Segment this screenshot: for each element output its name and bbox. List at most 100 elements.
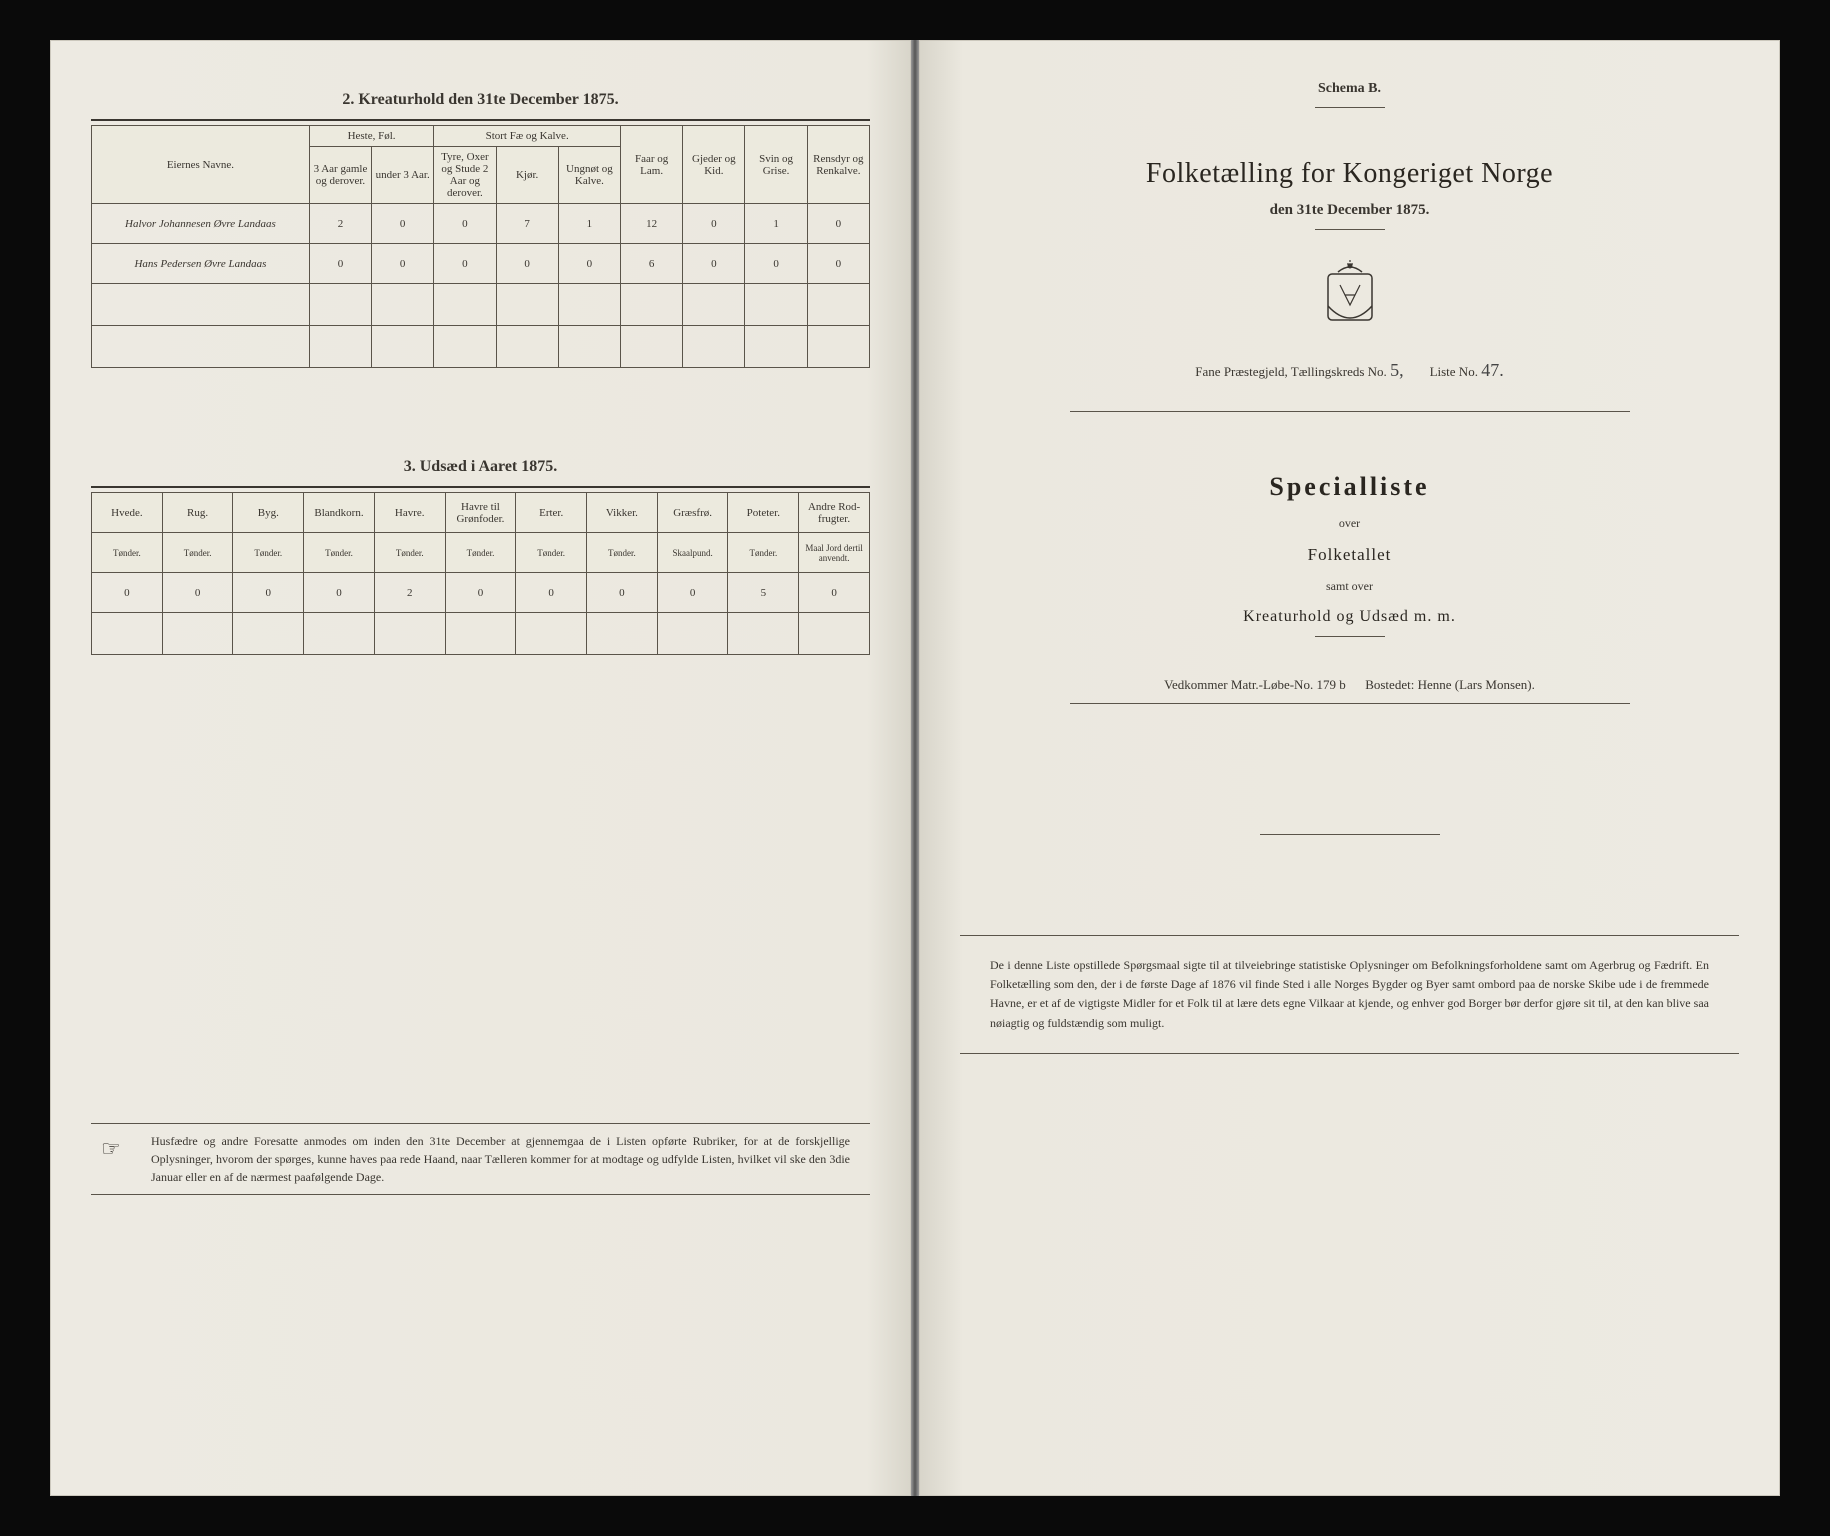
section2-title: 2. Kreaturhold den 31te December 1875. [91,91,870,109]
kreaturhold-table: Eiernes Navne. Heste, Føl. Stort Fæ og K… [91,125,870,368]
th-sub: Tønder. [516,533,587,573]
rule [1315,107,1385,108]
crest-svg [1320,260,1380,330]
schema-label: Schema B. [960,81,1739,97]
cell: 0 [683,204,745,244]
pointing-hand-icon: ☞ [101,1132,121,1165]
bost-label: Bostedet: [1365,677,1414,692]
cell: 0 [233,573,304,613]
book-spine [911,40,919,1496]
cell: 0 [434,204,496,244]
kreaturhold-label: Kreaturhold og Udsæd m. m. [960,608,1739,626]
cell: 0 [434,244,496,284]
th-sub: Tønder. [374,533,445,573]
owner-name: Halvor Johannesen Øvre Landaas [92,204,310,244]
th: Poteter. [728,493,799,533]
left-footnote: ☞ Husfædre og andre Foresatte anmodes om… [91,1132,870,1186]
footnote-text: Husfædre og andre Foresatte anmodes om i… [151,1134,850,1184]
table-row-empty [92,613,870,655]
cell: 0 [745,244,807,284]
rule [1315,229,1385,230]
rule [1315,636,1385,637]
cell: 0 [496,244,558,284]
th-sub: Skaalpund. [657,533,728,573]
cell: 0 [683,244,745,284]
th-sub: Tønder. [445,533,516,573]
th-sub: Tønder. [162,533,233,573]
cell: 0 [445,573,516,613]
cell: 0 [372,244,434,284]
folketallet-label: Folketallet [960,545,1739,565]
th: Erter. [516,493,587,533]
cell: 0 [799,573,870,613]
col-h2: under 3 Aar. [372,147,434,204]
cell: 0 [807,244,869,284]
cell: 7 [496,204,558,244]
specialliste-title: Specialliste [960,472,1739,502]
th-sub: Tønder. [728,533,799,573]
table-row: Halvor Johannesen Øvre Landaas 2 0 0 7 1… [92,204,870,244]
col-faar: Faar og Lam. [621,126,683,204]
vedk-label: Vedkommer Matr.-Løbe-No. [1164,677,1313,692]
rule [91,486,870,488]
praeste-label: Fane Præstegjeld, Tællingskreds No. [1195,364,1387,379]
col-group-heste: Heste, Føl. [309,126,433,147]
cell: 6 [621,244,683,284]
vedk-value: 179 b [1316,677,1345,692]
cell: 0 [162,573,233,613]
table-row: 0 0 0 0 2 0 0 0 0 5 0 [92,573,870,613]
vedkommer-line: Vedkommer Matr.-Løbe-No. 179 b Bostedet:… [960,677,1739,693]
rule [91,119,870,121]
cell: 0 [587,573,658,613]
th: Havre til Grønfoder. [445,493,516,533]
cell: 0 [657,573,728,613]
cell: 0 [372,204,434,244]
col-s1: Tyre, Oxer og Stude 2 Aar og derover. [434,147,496,204]
col-name: Eiernes Navne. [92,126,310,204]
col-ren: Rensdyr og Renkalve. [807,126,869,204]
liste-label: Liste No. [1430,364,1478,379]
cell: 0 [309,244,371,284]
cell: 0 [516,573,587,613]
right-page: Schema B. Folketælling for Kongeriget No… [919,40,1780,1496]
th: Blandkorn. [304,493,375,533]
over-label: over [960,516,1739,531]
th-sub: Tønder. [92,533,163,573]
th-sub: Maal Jord dertil anvendt. [799,533,870,573]
rule [91,1194,870,1195]
table-row-empty [92,284,870,326]
parish-line: Fane Præstegjeld, Tællingskreds No. 5, L… [960,360,1739,381]
col-s3: Ungnøt og Kalve. [558,147,620,204]
cell: 2 [309,204,371,244]
th-sub: Tønder. [587,533,658,573]
col-group-stort: Stort Fæ og Kalve. [434,126,621,147]
th: Græsfrø. [657,493,728,533]
owner-name: Hans Pedersen Øvre Landaas [92,244,310,284]
cell: 0 [807,204,869,244]
cell: 0 [558,244,620,284]
th: Hvede. [92,493,163,533]
praeste-value: 5, [1390,360,1404,380]
right-footnote: De i denne Liste opstillede Spørgsmaal s… [960,956,1739,1033]
rule [1070,411,1630,412]
section3-title: 3. Udsæd i Aaret 1875. [91,458,870,476]
th: Havre. [374,493,445,533]
udsaed-table: Hvede. Rug. Byg. Blandkorn. Havre. Havre… [91,492,870,655]
cell: 12 [621,204,683,244]
liste-value: 47. [1481,360,1504,380]
col-svin: Svin og Grise. [745,126,807,204]
rule [960,1053,1739,1054]
cell: 1 [745,204,807,244]
left-page: 2. Kreaturhold den 31te December 1875. E… [50,40,911,1496]
main-title: Folketælling for Kongeriget Norge [960,158,1739,190]
rule [1260,834,1440,835]
th: Byg. [233,493,304,533]
table-row-empty [92,326,870,368]
cell: 5 [728,573,799,613]
cell: 0 [304,573,375,613]
cell: 0 [92,573,163,613]
sub-date: den 31te December 1875. [960,202,1739,219]
cell: 2 [374,573,445,613]
rule [1070,703,1630,704]
th-sub: Tønder. [233,533,304,573]
